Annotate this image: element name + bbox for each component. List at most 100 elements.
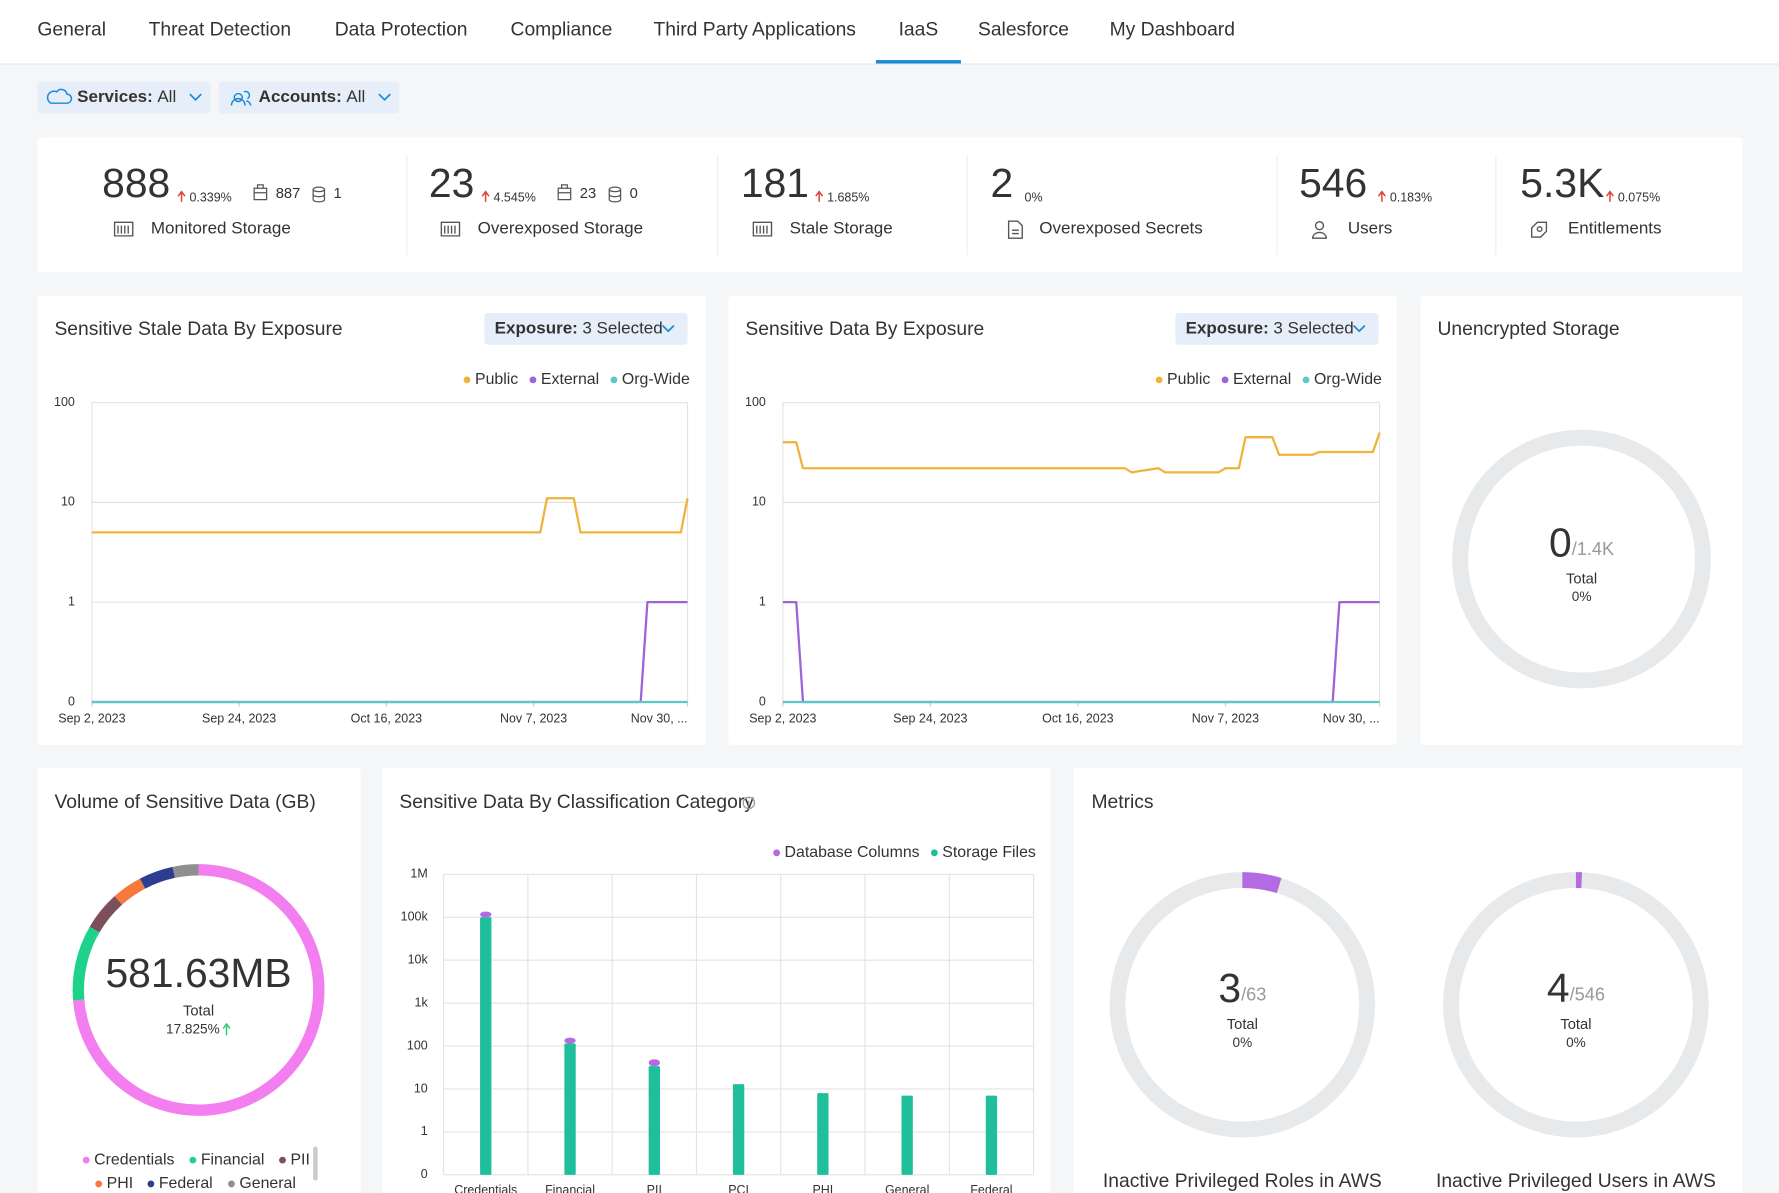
gauge-value: 4/546 [1547, 965, 1605, 1011]
gauge-caption: Total [1227, 1017, 1258, 1033]
y-tick-label: 0 [759, 694, 766, 708]
legend-label: PII [290, 1151, 309, 1168]
dropdown-label: Exposure: [1186, 318, 1269, 337]
x-tick-label: Nov 7, 2023 [1192, 711, 1259, 725]
line-series [91, 497, 689, 534]
x-tick-label: PHI [812, 1183, 833, 1193]
filter-button[interactable]: Services: All [37, 81, 211, 114]
tab[interactable]: Third Party Applications [654, 20, 856, 41]
trend-arrow [1605, 190, 1614, 202]
bar-segment [732, 1084, 745, 1175]
filter-background [37, 81, 211, 114]
gauge-arc [1242, 872, 1282, 894]
legend-marker [463, 376, 471, 384]
legend-marker [773, 849, 781, 857]
bucket-count: 887 [276, 186, 301, 202]
tab[interactable]: My Dashboard [1110, 20, 1235, 41]
gauge-number: 4 [1547, 965, 1570, 1011]
legend-label: External [1233, 371, 1291, 388]
filter-button[interactable]: Accounts: All [218, 81, 400, 114]
x-tick-label: Sep 24, 2023 [893, 711, 967, 725]
legend-marker [1155, 376, 1163, 384]
metric-label: Inactive Privileged Roles in AWS [1103, 1171, 1382, 1192]
gauge-total: /1.4K [1572, 539, 1614, 559]
line-series [782, 432, 1381, 474]
chart-card [728, 295, 1397, 746]
gauge-percent: 0% [1566, 1035, 1586, 1050]
chart-card [1073, 767, 1743, 1193]
gauge-value: 3/63 [1218, 965, 1266, 1011]
legend-marker [95, 1180, 103, 1188]
legend-marker [1221, 376, 1229, 384]
gauge-total: /546 [1570, 984, 1605, 1004]
filter-background [218, 81, 400, 114]
legend-label: Database Columns [785, 844, 920, 861]
bucket-count: 23 [580, 186, 596, 202]
info-icon [742, 796, 756, 810]
gauge-percent: 0% [1572, 589, 1592, 604]
legend-label: Public [1167, 371, 1210, 388]
dropdown-background [1175, 312, 1379, 345]
storage-icon [752, 221, 773, 237]
x-tick-label: General [885, 1183, 929, 1193]
donut-segment [72, 926, 100, 1001]
trend-arrow [1377, 190, 1386, 202]
tab[interactable]: Threat Detection [149, 20, 291, 41]
stat-change: 1.685% [827, 191, 869, 205]
storage-icon [440, 221, 461, 237]
stat-value: 23 [429, 160, 474, 206]
donut-segment [73, 864, 325, 1116]
y-tick-label: 10 [61, 495, 75, 509]
entitlement-icon [1530, 221, 1548, 238]
tab[interactable]: IaaS [899, 20, 939, 41]
stat-value: 546 [1299, 160, 1367, 206]
legend-label: External [541, 371, 599, 388]
y-tick-label: 1 [759, 594, 766, 608]
database-count: 1 [334, 186, 342, 202]
x-tick-label: Financial [545, 1183, 595, 1193]
x-tick-label: Sep 2, 2023 [749, 711, 816, 725]
bar-segment [480, 917, 492, 1175]
chart-title: Unencrypted Storage [1437, 319, 1619, 340]
x-tick-label: Sep 2, 2023 [58, 711, 125, 725]
storage-icon [113, 221, 134, 237]
dropdown[interactable]: Exposure: 3 Selected [484, 312, 688, 345]
chevron [1352, 324, 1366, 333]
stats-card [37, 137, 1743, 273]
dropdown[interactable]: Exposure: 3 Selected [1175, 312, 1379, 345]
legend-marker [189, 1156, 197, 1164]
tab[interactable]: General [37, 20, 106, 41]
legend-label: Credentials [94, 1151, 174, 1168]
legend-marker [610, 376, 618, 384]
tab[interactable]: Compliance [511, 20, 613, 41]
stat-value: 5.3K [1520, 160, 1604, 206]
y-tick-label: 0 [421, 1167, 428, 1181]
tab-bar [0, 0, 1779, 64]
gauge-percent: 0% [1233, 1035, 1253, 1050]
legend-marker [1302, 376, 1310, 384]
stat-value: 181 [741, 160, 809, 206]
bar-segment [480, 911, 492, 918]
tab[interactable]: Data Protection [335, 20, 468, 41]
y-tick-label: 1k [415, 995, 429, 1009]
dropdown-value: 3 Selected [1273, 318, 1353, 337]
legend-marker [147, 1180, 155, 1188]
stat-change: 4.545% [494, 191, 536, 205]
chevron [189, 93, 202, 101]
gauge-caption: Total [1560, 1017, 1591, 1033]
document-icon [1007, 220, 1023, 239]
database-count: 0 [630, 186, 638, 202]
chart-title: Volume of Sensitive Data (GB) [54, 792, 315, 813]
legend-label: Storage Files [942, 844, 1036, 861]
user-icon [1312, 221, 1327, 239]
bar-segment [648, 1059, 660, 1067]
tab[interactable]: Salesforce [978, 20, 1069, 41]
bar-segment [901, 1095, 913, 1175]
chevron [661, 324, 675, 333]
stat-change: 0.339% [189, 191, 231, 205]
stat-dividers [406, 155, 1497, 256]
bucket-icon [253, 184, 268, 201]
legend-label: PHI [107, 1175, 133, 1192]
chart-title: Metrics [1091, 792, 1153, 813]
y-tick-label: 1M [410, 867, 427, 881]
